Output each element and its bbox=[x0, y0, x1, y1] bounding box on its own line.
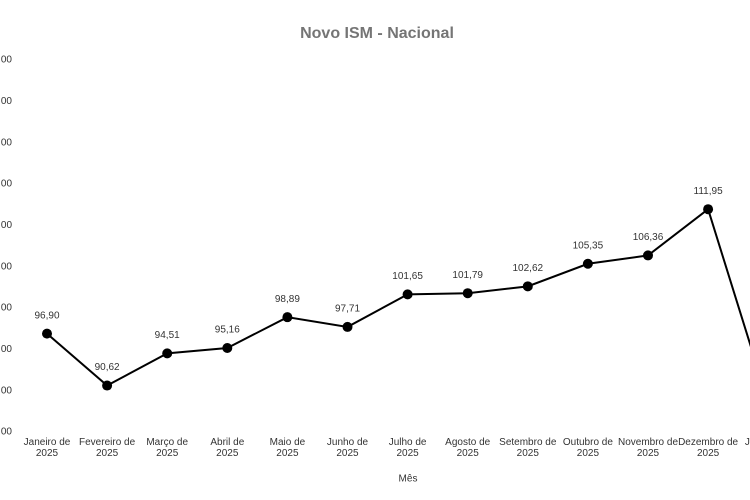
x-tick-label: Junho de 2025 bbox=[327, 437, 369, 459]
point bbox=[42, 328, 52, 339]
value-label: 98,89 bbox=[275, 294, 300, 305]
point bbox=[282, 312, 293, 323]
point bbox=[522, 281, 533, 292]
point bbox=[582, 258, 593, 269]
value-label: 101,65 bbox=[392, 271, 423, 282]
x-tick-label: Maio de 2025 bbox=[270, 437, 306, 459]
value-label: 105,35 bbox=[573, 240, 604, 251]
value-label: 96,90 bbox=[34, 310, 59, 321]
value-label: 106,36 bbox=[633, 232, 664, 243]
y-tick-label: 90,00 bbox=[0, 385, 12, 396]
point bbox=[402, 289, 413, 300]
y-tick-label: 120,00 bbox=[0, 137, 12, 148]
y-tick-label: 100,00 bbox=[0, 303, 12, 314]
x-tick-label: Janeiro de2026 bbox=[745, 437, 750, 459]
x-tick-label: Julho de 2025 bbox=[389, 437, 427, 459]
point bbox=[643, 250, 653, 261]
value-label: 90,62 bbox=[95, 362, 120, 373]
x-tick-label: Janeiro de 2025 bbox=[24, 437, 71, 459]
point bbox=[162, 348, 173, 359]
value-label: 111,95 bbox=[694, 186, 724, 197]
x-tick-label: Setembro de 2025 bbox=[499, 437, 557, 459]
x-tick-label: Abril de 2025 bbox=[210, 437, 244, 459]
value-label: 94,51 bbox=[155, 330, 180, 341]
x-tick-label: Agosto de 2025 bbox=[445, 437, 490, 459]
x-tick-label: Dezembro de 2025 bbox=[678, 437, 738, 459]
value-label: 102,62 bbox=[513, 263, 544, 274]
y-tick-label: 85,00 bbox=[0, 427, 12, 438]
point bbox=[342, 321, 353, 332]
y-tick-label: 110,00 bbox=[0, 220, 12, 231]
x-tick-label: Fevereiro de 2025 bbox=[79, 437, 136, 459]
point bbox=[462, 288, 473, 299]
chart-title: Novo ISM - Nacional bbox=[300, 25, 454, 42]
y-tick-label: 105,00 bbox=[0, 261, 12, 272]
y-tick-label: 115,00 bbox=[0, 179, 12, 190]
x-axis-label: Mês bbox=[399, 474, 418, 485]
x-tick-label: Novembro de 2025 bbox=[618, 437, 678, 459]
point bbox=[703, 204, 714, 215]
y-tick-label: 125,00 bbox=[0, 96, 12, 107]
value-label: 101,79 bbox=[452, 270, 483, 281]
x-tick-label: Outubro de 2025 bbox=[563, 437, 613, 459]
value-label: 95,16 bbox=[215, 325, 240, 336]
x-tick-label: Março de 2025 bbox=[146, 437, 188, 459]
value-label: 97,71 bbox=[335, 304, 360, 315]
y-tick-label: 95,00 bbox=[0, 344, 12, 355]
point bbox=[222, 343, 233, 354]
point bbox=[102, 380, 113, 391]
y-tick-label: 130,00 bbox=[0, 55, 12, 66]
